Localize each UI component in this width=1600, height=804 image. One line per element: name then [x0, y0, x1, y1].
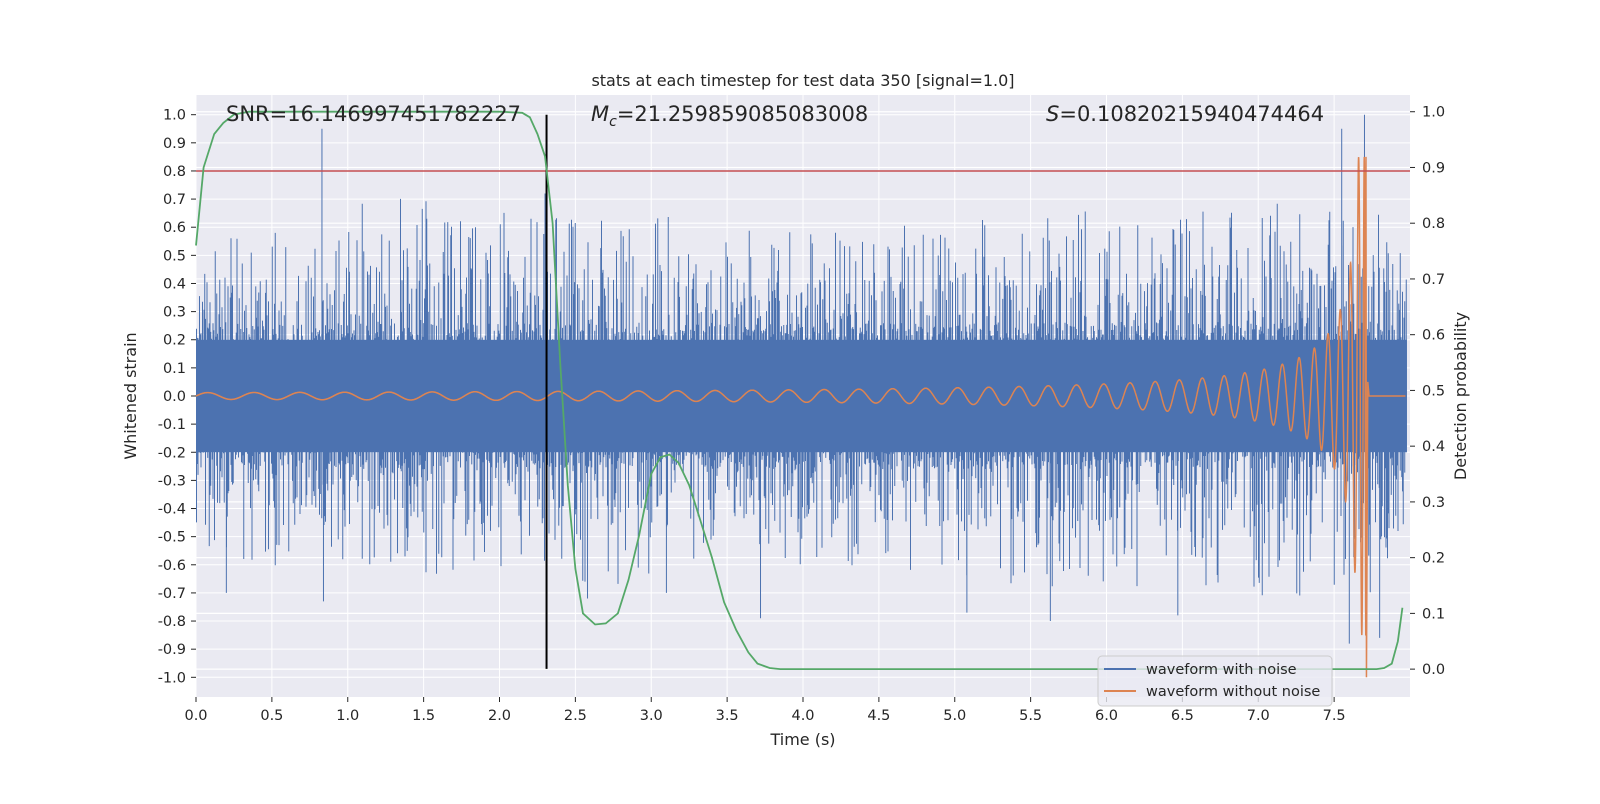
- x-axis-label: Time (s): [769, 730, 835, 749]
- x-tick-label: 6.5: [1171, 708, 1194, 724]
- x-tick-label: 5.5: [1019, 708, 1042, 724]
- x-tick-label: 1.5: [412, 708, 435, 724]
- y-right-tick-label: 1.0: [1422, 105, 1445, 121]
- x-tick-label: 5.0: [943, 708, 966, 724]
- y-tick-label: -0.2: [158, 445, 186, 461]
- y-tick-label: 0.0: [163, 389, 186, 405]
- legend-box: [1097, 655, 1333, 707]
- y-right-tick-label: 0.3: [1422, 495, 1445, 511]
- stat-s-symbol: S: [1046, 102, 1059, 126]
- x-tick-label: 3.5: [716, 708, 739, 724]
- y-tick-label: -1.0: [158, 670, 186, 686]
- x-tick-label: 2.0: [488, 708, 511, 724]
- y-right-tick-label: 0.4: [1422, 439, 1445, 455]
- x-tick-label: 0.0: [184, 708, 207, 724]
- legend: waveform with noise waveform without noi…: [1097, 655, 1333, 707]
- y-tick-label: -0.5: [158, 530, 186, 546]
- x-tick-label: 7.5: [1323, 708, 1346, 724]
- stat-s: S=0.10820215940474464: [1046, 102, 1324, 126]
- x-tick-label: 6.0: [1095, 708, 1118, 724]
- y-tick-label: -0.9: [158, 642, 186, 658]
- y-tick-label: 1.0: [163, 108, 186, 124]
- y-tick-label: 0.4: [163, 276, 186, 292]
- x-tick-label: 0.5: [260, 708, 283, 724]
- y-right-tick-label: 0.9: [1422, 160, 1445, 176]
- y-right-tick-label: 0.2: [1422, 551, 1445, 567]
- y-tick-label: -0.6: [158, 558, 186, 574]
- y-tick-label: 0.5: [163, 248, 186, 264]
- y-right-tick-label: 0.7: [1422, 272, 1445, 288]
- x-tick-label: 4.5: [867, 708, 890, 724]
- series-waveform-without-noise: [195, 156, 1406, 678]
- y-right-tick-label: 0.1: [1422, 606, 1445, 622]
- legend-label-noise: waveform with noise: [1146, 662, 1297, 678]
- stat-snr: SNR=16.146997451782227: [226, 102, 521, 126]
- axes: 0.0 0.5 1.0 1.5 2.0 2.5 3.0 3.5 4.0 4.5 5.0 5.5 6.0 6…: [158, 105, 1445, 724]
- y-tick-label: 0.9: [163, 136, 186, 152]
- x-tick-label: 1.0: [336, 708, 359, 724]
- y-tick-label: -0.3: [158, 473, 186, 489]
- y-tick-label: -0.7: [158, 586, 186, 602]
- legend-label-clean: waveform without noise: [1146, 684, 1320, 700]
- y-tick-label: -0.8: [158, 614, 186, 630]
- stat-s-value: =0.10820215940474464: [1059, 102, 1324, 126]
- series-waveform-with-noise: [196, 114, 1407, 644]
- y-tick-label: 0.6: [163, 220, 186, 236]
- y-right-tick-label: 0.5: [1422, 383, 1445, 399]
- y-axis-label-right: Detection probability: [1451, 312, 1470, 480]
- stat-mc-value: =21.259859085083008: [617, 102, 868, 126]
- x-tick-label: 2.5: [564, 708, 587, 724]
- stat-chirp-mass: Mc=21.259859085083008: [591, 102, 868, 130]
- stat-mc-subscript: c: [609, 114, 617, 130]
- y-axis-label-left: Whitened strain: [121, 332, 140, 459]
- y-right-tick-label: 0.8: [1422, 216, 1445, 232]
- x-tick-label: 3.0: [640, 708, 663, 724]
- y-tick-label: 0.1: [163, 361, 186, 377]
- y-tick-label: -0.1: [158, 417, 186, 433]
- y-tick-label: 0.2: [163, 333, 186, 349]
- y-right-tick-label: 0.0: [1422, 662, 1445, 678]
- x-tick-label: 7.0: [1247, 708, 1270, 724]
- noise-core-band: [196, 339, 1407, 453]
- chart-title: stats at each timestep for test data 350…: [591, 71, 1014, 90]
- y-tick-label: 0.8: [163, 164, 186, 180]
- clean-waveform-line: [195, 156, 1406, 678]
- y-tick-label: -0.4: [158, 502, 186, 518]
- y-tick-label: 0.3: [163, 305, 186, 321]
- x-tick-label: 4.0: [791, 708, 814, 724]
- y-tick-label: 0.7: [163, 192, 186, 208]
- stat-mc-symbol: M: [591, 102, 609, 126]
- y-right-tick-label: 0.6: [1422, 328, 1445, 344]
